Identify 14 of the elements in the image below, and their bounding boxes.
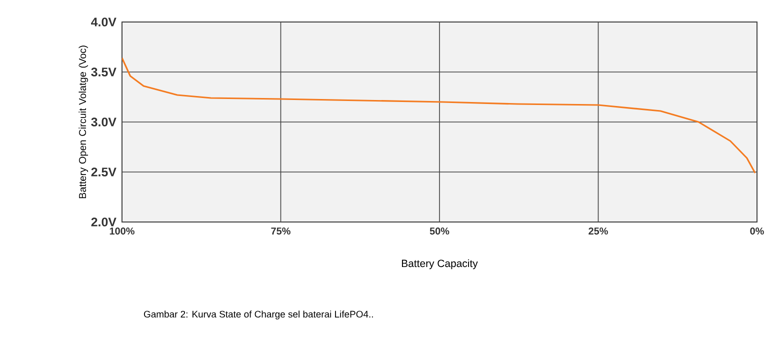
y-tick-label: 2.0V	[91, 218, 116, 226]
y-tick-label: 3.0V	[91, 118, 116, 126]
y-tick-label: 3.5V	[91, 68, 116, 76]
line-series	[122, 57, 756, 174]
x-tick-label: 50%	[430, 228, 450, 235]
x-tick-label: 75%	[271, 228, 290, 235]
x-axis-title: Battery Capacity	[402, 259, 478, 270]
text: Gambar 2: Kurva State of Charge sel baterai LifePO4..	[144, 310, 373, 320]
y-axis-title: Battery Open Circuit Volatge (Voc)	[78, 46, 88, 198]
y-tick-label: 2.5V	[91, 168, 116, 176]
x-tick-label: 100%	[110, 228, 134, 235]
x-tick-label: 25%	[588, 228, 608, 235]
x-tick-label: 0%	[750, 228, 764, 235]
y-tick-label: 4.0V	[91, 18, 116, 26]
